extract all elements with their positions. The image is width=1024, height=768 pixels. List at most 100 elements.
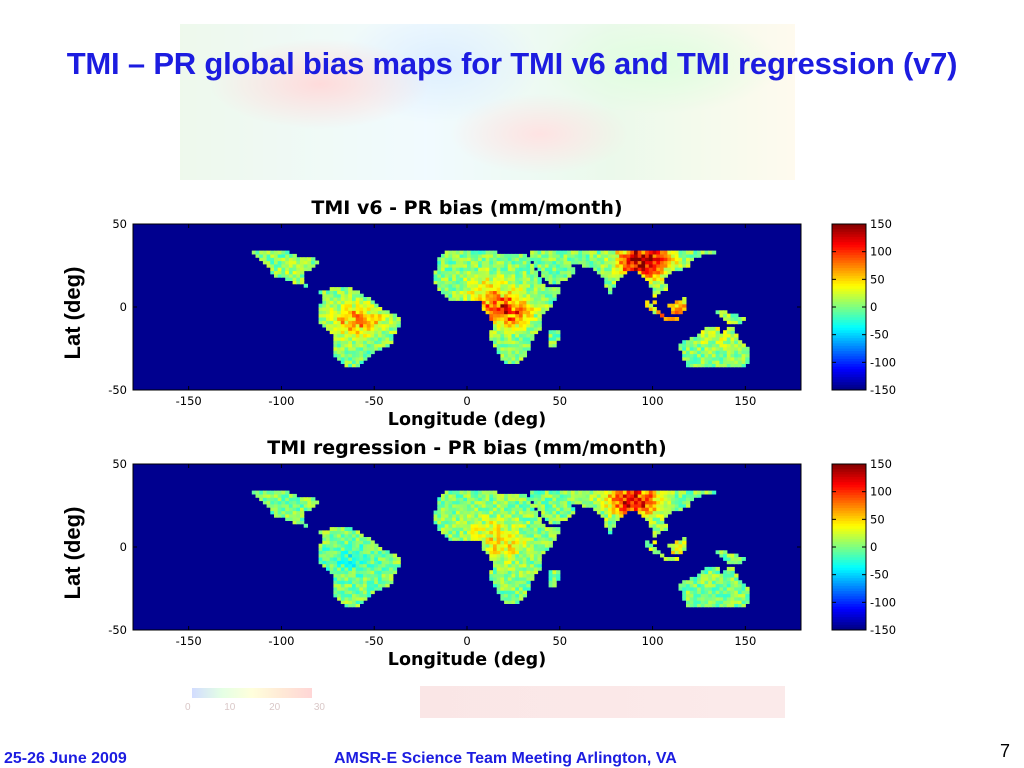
land-cell (645, 510, 650, 515)
land-cell (515, 260, 520, 265)
land-cell (519, 300, 524, 305)
land-cell (708, 343, 713, 348)
land-cell (340, 600, 346, 604)
land-cell (274, 513, 279, 518)
land-cell (288, 257, 294, 262)
colorbar-band (832, 361, 866, 365)
land-cell (585, 493, 591, 498)
land-cell (526, 336, 531, 341)
land-cell (667, 317, 672, 321)
land-cell (392, 560, 398, 565)
colorbar-band (832, 541, 866, 545)
land-cell (504, 307, 509, 311)
land-cell (589, 253, 594, 258)
land-cell (467, 503, 472, 508)
land-cell (567, 270, 572, 275)
land-cell (496, 273, 501, 278)
land-cell (348, 336, 353, 341)
land-cell (667, 503, 672, 508)
land-cell (656, 510, 661, 515)
land-cell (340, 346, 346, 351)
land-cell (511, 547, 516, 551)
land-cell (663, 523, 668, 528)
land-cell (485, 283, 490, 288)
land-cell (481, 520, 487, 525)
land-cell (541, 267, 546, 272)
land-cell (463, 493, 468, 498)
land-cell (493, 493, 498, 498)
land-cell (333, 527, 338, 531)
land-cell (507, 290, 513, 295)
land-cell (570, 270, 576, 275)
land-cell (377, 557, 383, 561)
land-cell (500, 260, 505, 265)
land-cell (281, 273, 286, 278)
land-cell (318, 547, 323, 551)
land-cell (537, 550, 542, 555)
land-cell (493, 323, 498, 328)
land-cell (526, 267, 531, 272)
land-cell (667, 303, 672, 308)
land-cell (563, 257, 568, 262)
land-cell (708, 333, 713, 338)
land-cell (300, 280, 305, 285)
land-cell (641, 257, 646, 262)
land-cell (496, 497, 501, 502)
land-cell (344, 326, 349, 331)
land-cell (363, 336, 368, 341)
land-cell (667, 500, 672, 505)
land-cell (589, 490, 594, 495)
land-cell (645, 253, 650, 258)
land-cell (348, 297, 353, 301)
land-cell (455, 283, 461, 288)
land-cell (608, 490, 613, 495)
land-cell (600, 257, 605, 262)
land-cell (704, 583, 709, 588)
land-cell (541, 287, 546, 291)
land-cell (719, 593, 724, 598)
land-cell (481, 277, 487, 281)
land-cell (600, 497, 605, 502)
land-cell (359, 343, 364, 348)
land-cell (556, 490, 561, 495)
land-cell (511, 350, 516, 355)
land-cell (478, 527, 483, 531)
land-cell (292, 520, 297, 525)
land-cell (470, 290, 475, 295)
land-cell (645, 250, 650, 255)
land-cell (704, 330, 709, 335)
land-cell (641, 507, 646, 512)
land-cell (533, 497, 539, 502)
land-cell (381, 583, 386, 588)
land-cell (489, 307, 494, 311)
land-cell (522, 290, 527, 295)
land-cell (533, 523, 539, 528)
land-cell (719, 596, 724, 601)
bias-map-tmi-v6: TMI v6 - PR bias (mm/month)-150 -100 -50 0 5… (60, 197, 896, 430)
land-cell (344, 336, 349, 341)
land-cell (463, 293, 468, 298)
land-cell (266, 260, 271, 265)
land-cell (311, 263, 316, 268)
land-cell (648, 250, 654, 255)
land-cell (270, 260, 275, 265)
land-cell (686, 497, 691, 502)
land-cell (596, 490, 602, 495)
land-cell (522, 503, 527, 508)
land-cell (697, 250, 702, 255)
land-cell (288, 507, 294, 512)
land-cell (355, 303, 360, 308)
land-cell (333, 350, 338, 355)
land-cell (459, 250, 464, 255)
land-cell (493, 573, 498, 578)
land-cell (593, 493, 598, 498)
land-cell (697, 580, 702, 585)
land-cell (374, 547, 379, 551)
land-cell (711, 566, 717, 571)
land-cell (530, 533, 535, 538)
land-cell (337, 570, 342, 575)
land-cell (526, 570, 531, 575)
land-cell (496, 553, 501, 558)
land-cell (485, 550, 490, 555)
land-cell (526, 287, 531, 291)
